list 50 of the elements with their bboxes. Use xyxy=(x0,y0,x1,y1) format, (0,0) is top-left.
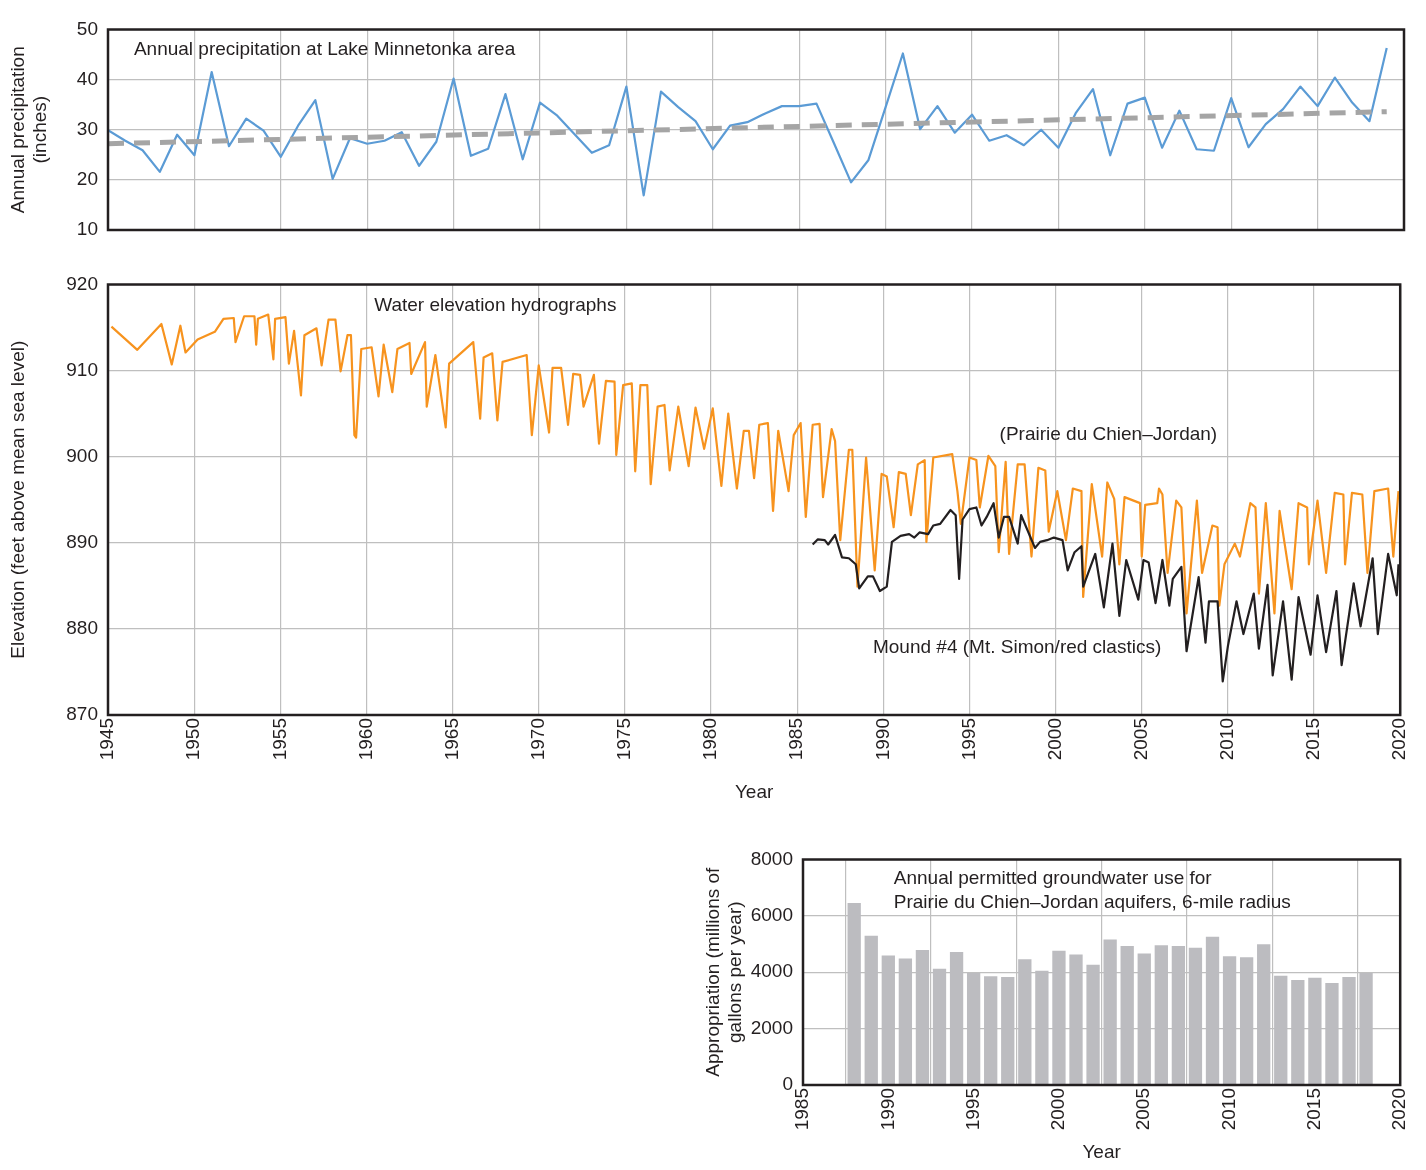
x-tick-label: 1945 xyxy=(96,718,118,761)
y-tick-label: 6000 xyxy=(750,904,793,926)
x-tick-label: 2005 xyxy=(1129,718,1151,761)
y-tick-label: 8000 xyxy=(750,847,793,869)
x-tick-label: 2015 xyxy=(1302,718,1324,761)
y-tick-label: 50 xyxy=(76,17,98,39)
text: Water elevation hydrographs xyxy=(374,293,617,317)
y-tick-label: 2000 xyxy=(750,1016,793,1038)
text: Annual permitted groundwater use for Prairie du Chien–Jordan aquifers, 6-mile radius xyxy=(893,866,1291,915)
x-tick-label: 1950 xyxy=(182,718,204,761)
x-tick-label: 1985 xyxy=(791,1088,813,1131)
y-tick-label: 4000 xyxy=(750,960,793,982)
x-tick-label: 1975 xyxy=(613,718,635,761)
x-axis-title: Year xyxy=(734,780,774,802)
x-tick-label: 1990 xyxy=(871,718,893,761)
y-tick-label: 920 xyxy=(66,272,98,294)
y-tick-label: 0 xyxy=(782,1073,793,1095)
y-axis-title: Annual precipitation (inches) xyxy=(7,46,51,214)
x-tick-label: 1985 xyxy=(785,718,807,761)
x-tick-label: 1955 xyxy=(268,718,290,761)
y-tick-label: 880 xyxy=(66,617,98,639)
y-tick-label: 40 xyxy=(76,67,98,89)
x-tick-label: 1980 xyxy=(699,718,721,761)
x-tick-label: 2000 xyxy=(1047,1088,1069,1131)
x-tick-label: 1970 xyxy=(526,718,548,761)
x-tick-label: 2005 xyxy=(1132,1088,1154,1131)
x-tick-label: 2000 xyxy=(1043,718,1065,761)
y-tick-label: 10 xyxy=(76,218,98,240)
x-tick-label: 2010 xyxy=(1216,718,1238,761)
x-tick-label: 2015 xyxy=(1303,1088,1325,1131)
series-label: (Prairie du Chien–Jordan) xyxy=(999,422,1218,447)
x-tick-label: 2010 xyxy=(1217,1088,1239,1131)
x-tick-label: 1995 xyxy=(957,718,979,761)
x-tick-label: 2020 xyxy=(1388,1088,1410,1131)
text: Annual precipitation at Lake Minnetonka area xyxy=(133,37,516,62)
y-tick-label: 30 xyxy=(76,117,98,139)
x-tick-label: 1990 xyxy=(876,1088,898,1131)
y-tick-label: 910 xyxy=(66,358,98,380)
y-tick-label: 20 xyxy=(76,168,98,190)
series-label: Mound #4 (Mt. Simon/red clastics) xyxy=(872,635,1162,660)
y-tick-label: 870 xyxy=(66,703,98,725)
y-axis-title: Elevation (feet above mean sea level) xyxy=(7,340,29,659)
y-tick-label: 890 xyxy=(66,530,98,552)
x-tick-label: 1960 xyxy=(354,718,376,761)
y-tick-label: 900 xyxy=(66,444,98,466)
y-axis-title: Appropriation (millions of gallons per year) xyxy=(702,866,746,1077)
x-tick-label: 1995 xyxy=(961,1088,983,1131)
x-axis-title: Year xyxy=(1082,1140,1122,1162)
x-tick-label: 1965 xyxy=(440,718,462,761)
x-tick-label: 2020 xyxy=(1388,718,1410,761)
